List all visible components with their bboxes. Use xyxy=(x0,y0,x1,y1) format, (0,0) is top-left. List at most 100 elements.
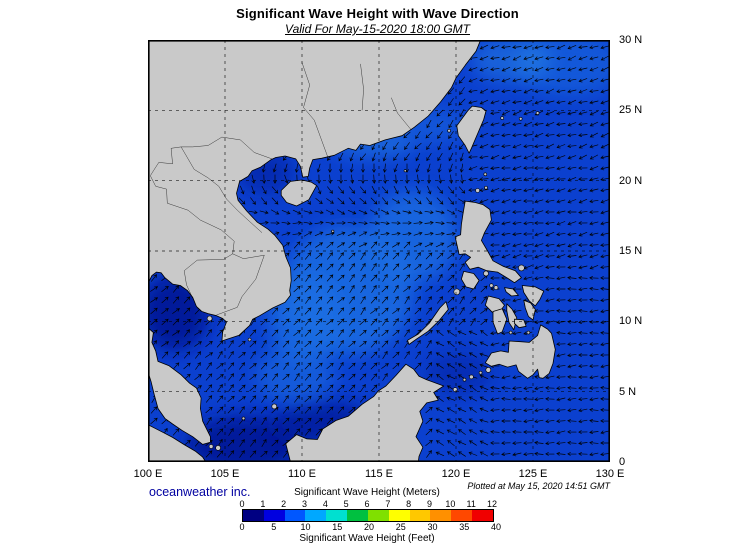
island-dot xyxy=(475,188,480,193)
political-border xyxy=(184,253,233,271)
feet-tick-label: 5 xyxy=(271,522,277,532)
lon-tick-label: 130 E xyxy=(595,468,625,480)
chart-title: Significant Wave Height with Wave Direct… xyxy=(236,6,519,21)
island-dot xyxy=(241,416,246,421)
political-border xyxy=(180,146,263,233)
colorbar-segment xyxy=(472,510,493,521)
island-dot xyxy=(484,185,488,190)
island-dot xyxy=(518,264,525,272)
island-dot xyxy=(500,116,505,120)
island-dot xyxy=(493,285,499,290)
land-mindoro xyxy=(461,271,480,290)
political-border xyxy=(150,175,235,254)
meter-tick-label: 4 xyxy=(322,499,328,509)
colorbar-segment xyxy=(284,510,306,521)
lat-tick-label: 0 xyxy=(619,456,626,468)
meter-tick-label: 1 xyxy=(260,499,266,509)
land-palawan xyxy=(407,301,449,345)
political-border xyxy=(303,107,329,159)
lat-tick-label: 15 N xyxy=(619,245,643,257)
chart-subtitle: Valid For May-15-2020 18:00 GMT xyxy=(285,22,470,36)
feet-tick-label: 20 xyxy=(363,522,374,532)
wave-height-shade xyxy=(425,353,493,394)
lon-tick-label: 125 E xyxy=(518,468,548,480)
land-malay-peninsula xyxy=(148,327,211,445)
island-dot xyxy=(483,270,489,277)
lon-tick-label: 110 E xyxy=(288,468,316,480)
land-borneo xyxy=(285,363,445,462)
land-leyte xyxy=(523,299,536,321)
plotted-timestamp: Plotted at May 15, 2020 14:51 GMT xyxy=(467,481,610,491)
island-dot xyxy=(331,229,335,233)
island-dot xyxy=(452,387,458,392)
island-dot xyxy=(271,403,278,410)
lat-tick-label: 30 N xyxy=(619,34,643,46)
colorbar-segment xyxy=(263,510,285,521)
land-bohol xyxy=(514,318,527,329)
political-border xyxy=(150,146,182,176)
wave-arrows-layer xyxy=(150,44,610,458)
island-dot xyxy=(453,288,461,296)
land-mindanao xyxy=(484,324,556,379)
lon-tick-label: 115 E xyxy=(365,468,393,480)
island-dot xyxy=(403,169,407,173)
meter-tick-label: 8 xyxy=(406,499,412,509)
lon-tick-label: 100 E xyxy=(133,468,163,480)
wave-height-shade xyxy=(255,345,336,405)
political-borders-layer xyxy=(150,62,412,316)
colorbar-segment xyxy=(326,510,348,521)
wave-height-shade xyxy=(471,40,552,83)
island-dot xyxy=(489,283,494,288)
colorbar-segment xyxy=(430,510,452,521)
political-border xyxy=(360,63,364,111)
political-border xyxy=(301,62,310,108)
island-dot xyxy=(478,370,483,375)
feet-tick-label: 0 xyxy=(239,522,245,532)
feet-tick-label: 40 xyxy=(490,522,501,532)
island-dot xyxy=(485,367,492,373)
meter-tick-label: 5 xyxy=(343,499,349,509)
island-dot xyxy=(508,330,513,335)
meter-tick-label: 6 xyxy=(364,499,370,509)
political-border xyxy=(391,97,412,131)
lat-tick-label: 10 N xyxy=(619,315,643,328)
colorbar-segment xyxy=(367,510,389,521)
island-dot xyxy=(215,445,221,451)
legend-title-meters: Significant Wave Height (Meters) xyxy=(294,487,440,498)
island-dot xyxy=(247,337,252,342)
colorbar-segment xyxy=(243,510,264,521)
meter-tick-label: 2 xyxy=(281,499,287,509)
meter-tick-label: 9 xyxy=(426,499,432,509)
political-border xyxy=(216,255,265,316)
land-mainland-asia xyxy=(148,40,481,342)
colorbar-segment xyxy=(347,510,368,521)
credit-text: oceanweather inc. xyxy=(149,485,251,499)
island-dot xyxy=(447,128,451,133)
island-dot xyxy=(483,172,488,177)
colorbar-segment xyxy=(451,510,473,521)
island-dot xyxy=(462,377,467,382)
political-border xyxy=(181,136,273,160)
feet-tick-label: 10 xyxy=(300,522,311,532)
meter-tick-label: 10 xyxy=(445,499,456,509)
feet-tick-label: 25 xyxy=(395,522,406,532)
land-samar xyxy=(521,285,545,307)
meter-tick-label: 3 xyxy=(301,499,307,509)
lat-tick-label: 20 N xyxy=(619,174,643,187)
graticule-lines xyxy=(148,40,610,462)
wave-direction-arrows xyxy=(150,44,610,458)
political-border xyxy=(232,253,265,259)
island-dot xyxy=(518,117,523,121)
legend-title-feet: Significant Wave Height (Feet) xyxy=(299,533,435,544)
lat-tick-label: 25 N xyxy=(619,104,643,117)
lat-tick-label: 5 N xyxy=(619,385,637,398)
feet-tick-label: 30 xyxy=(427,522,438,532)
island-dot xyxy=(469,374,474,380)
land-luzon xyxy=(454,200,522,284)
island-dot xyxy=(208,444,214,449)
meter-tick-label: 0 xyxy=(239,499,245,509)
colorbar-segment xyxy=(388,510,410,521)
meter-tick-label: 7 xyxy=(385,499,391,509)
colorbar-segment xyxy=(305,510,327,521)
